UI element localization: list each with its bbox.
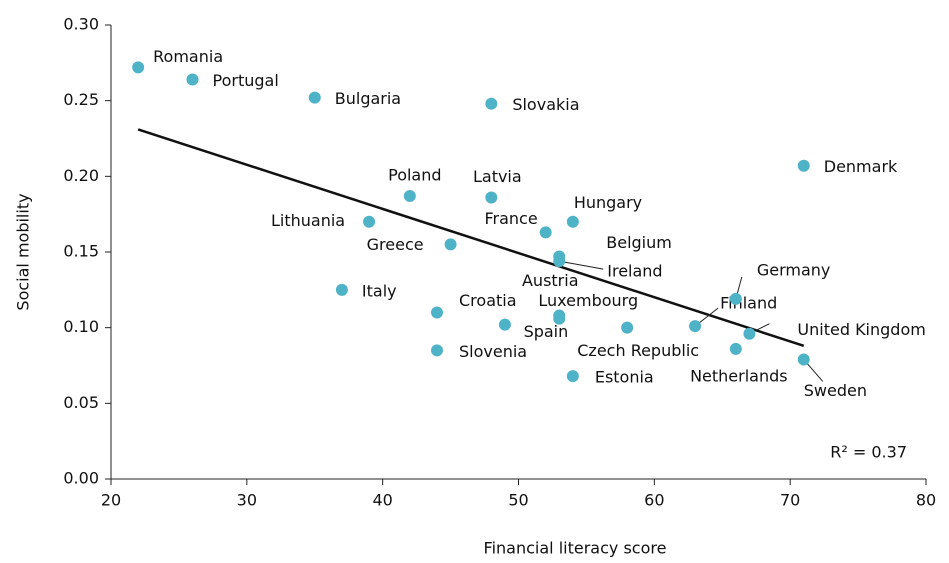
- point-label: Austria: [522, 271, 579, 290]
- point: [132, 61, 145, 74]
- point: [621, 321, 634, 334]
- x-tick-label: 70: [780, 491, 800, 510]
- point: [689, 320, 702, 333]
- point-label: Ireland: [607, 262, 662, 281]
- point: [797, 353, 810, 366]
- annotation: R² = 0.37: [830, 443, 907, 462]
- point-label: Denmark: [824, 157, 898, 176]
- y-tick-label: 0.05: [63, 393, 99, 412]
- y-tick-label: 0.25: [63, 90, 99, 109]
- leader-line: [559, 260, 604, 270]
- point-label: Lithuania: [271, 211, 345, 230]
- point-label: Bulgaria: [335, 89, 401, 108]
- point-label: Greece: [367, 235, 424, 254]
- point: [431, 306, 443, 319]
- point: [729, 342, 742, 355]
- point: [186, 73, 199, 86]
- point-label: Portugal: [213, 71, 279, 90]
- point: [485, 97, 498, 110]
- point: [566, 370, 579, 383]
- point: [797, 159, 810, 172]
- point-label: Czech Republic: [577, 341, 699, 360]
- x-tick-label: 50: [508, 491, 528, 510]
- y-tick-label: 0.30: [63, 15, 99, 34]
- point-label: Slovenia: [459, 342, 527, 361]
- point: [308, 91, 321, 104]
- x-tick-label: 60: [644, 491, 664, 510]
- y-tick-label: 0.00: [63, 469, 99, 488]
- point-label: Finland: [720, 294, 777, 313]
- point: [539, 226, 552, 239]
- point-label: Latvia: [473, 167, 522, 186]
- point: [431, 344, 443, 357]
- x-tick-label: 20: [101, 491, 121, 510]
- point-label: Sweden: [804, 381, 867, 400]
- x-axis-label: Financial literacy score: [484, 539, 667, 558]
- x-tick-label: 80: [916, 491, 936, 510]
- point-label: Hungary: [574, 193, 642, 212]
- x-tick-label: 30: [237, 491, 257, 510]
- point-label: France: [484, 209, 537, 228]
- point: [743, 327, 756, 340]
- point: [485, 191, 498, 204]
- point-label: Spain: [524, 322, 569, 341]
- point: [553, 255, 566, 268]
- point-label: Poland: [388, 166, 441, 185]
- point-label: United Kingdom: [797, 320, 925, 339]
- point-label: Italy: [362, 281, 397, 300]
- trendline: [137, 128, 805, 348]
- point-label: Netherlands: [690, 366, 788, 385]
- point-label: Luxembourg: [538, 291, 638, 310]
- point-label: Estonia: [595, 368, 654, 387]
- y-tick-label: 0.20: [63, 166, 99, 185]
- y-tick-label: 0.10: [63, 317, 99, 336]
- point-label: Belgium: [606, 233, 672, 252]
- y-tick-label: 0.15: [63, 242, 99, 261]
- point: [363, 215, 376, 228]
- x-tick-label: 40: [372, 491, 392, 510]
- point: [403, 190, 416, 203]
- y-axis-label: Social mobility: [14, 193, 33, 310]
- point: [335, 283, 348, 296]
- point-label: Slovakia: [512, 95, 579, 114]
- point-label: Croatia: [459, 291, 517, 310]
- point-label: Germany: [757, 260, 831, 279]
- point: [729, 292, 742, 305]
- point: [498, 318, 511, 331]
- point-label: Romania: [153, 47, 223, 66]
- point: [444, 238, 457, 251]
- point: [566, 215, 579, 228]
- point: [553, 312, 566, 325]
